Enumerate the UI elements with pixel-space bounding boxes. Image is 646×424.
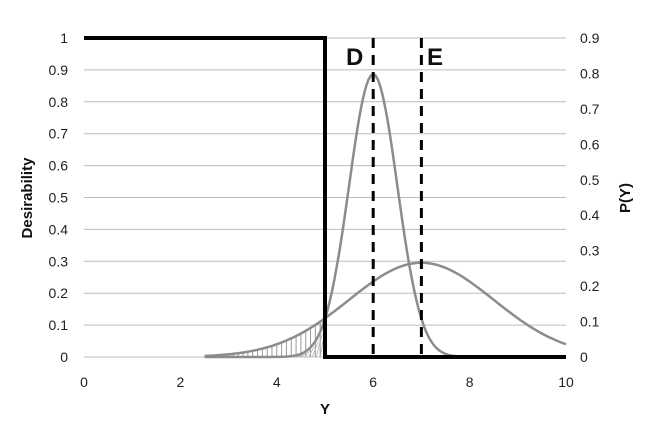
reference-lines <box>371 38 423 357</box>
y-tick-label-left: 0.6 <box>49 158 69 174</box>
y-axis-title-left: Desirability <box>19 157 36 239</box>
distribution-e-curve <box>204 261 567 358</box>
x-axis-title: Y <box>320 401 330 418</box>
y-tick-label-left: 0.7 <box>49 126 69 142</box>
y-axis-title-right: P(Y) <box>617 183 634 213</box>
x-tick-label: 4 <box>273 374 281 390</box>
x-tick-label: 2 <box>177 374 185 390</box>
y-tick-label-left: 0.5 <box>49 190 69 206</box>
y-tick-label-left: 0.4 <box>49 221 69 237</box>
desirability-line <box>84 36 566 359</box>
distribution-d-curve <box>204 72 470 359</box>
ref-label-e: E <box>427 44 443 71</box>
desirability-step <box>84 36 566 359</box>
y-tick-label-right: 0.5 <box>580 172 600 188</box>
ref-label-d: D <box>346 44 363 71</box>
y-tick-label-right: 0.4 <box>580 207 600 223</box>
y-tick-label-right: 0.3 <box>580 243 600 259</box>
y-tick-label-right: 0.9 <box>580 30 600 46</box>
y-tick-label-right: 0 <box>580 349 588 365</box>
y-tick-label-right: 0.2 <box>580 278 600 294</box>
x-tick-label: 6 <box>369 374 377 390</box>
hatched-region <box>208 318 327 358</box>
x-tick-label: 10 <box>558 374 574 390</box>
y-tick-label-left: 0.3 <box>49 253 69 269</box>
y-tick-label-right: 0.8 <box>580 65 600 81</box>
hatch-line <box>304 349 311 358</box>
y-tick-label-right: 0.7 <box>580 101 600 117</box>
tick-labels: 00.10.20.30.40.50.60.70.80.9100.10.20.30… <box>49 30 600 390</box>
y-tick-label-left: 0.8 <box>49 94 69 110</box>
y-tick-label-left: 0 <box>60 349 68 365</box>
y-tick-label-right: 0.6 <box>580 136 600 152</box>
y-tick-label-right: 0.1 <box>580 314 600 330</box>
hatch-line <box>315 333 323 358</box>
hatch-line <box>300 352 308 358</box>
x-tick-label: 0 <box>80 374 88 390</box>
y-tick-label-left: 1 <box>60 30 68 46</box>
x-tick-label: 8 <box>466 374 474 390</box>
y-tick-label-left: 0.9 <box>49 62 69 78</box>
y-tick-label-left: 0.1 <box>49 317 69 333</box>
distribution-curves <box>204 72 567 359</box>
hatch-line <box>308 346 315 358</box>
hatch-line <box>311 340 319 358</box>
y-tick-label-left: 0.2 <box>49 285 69 301</box>
